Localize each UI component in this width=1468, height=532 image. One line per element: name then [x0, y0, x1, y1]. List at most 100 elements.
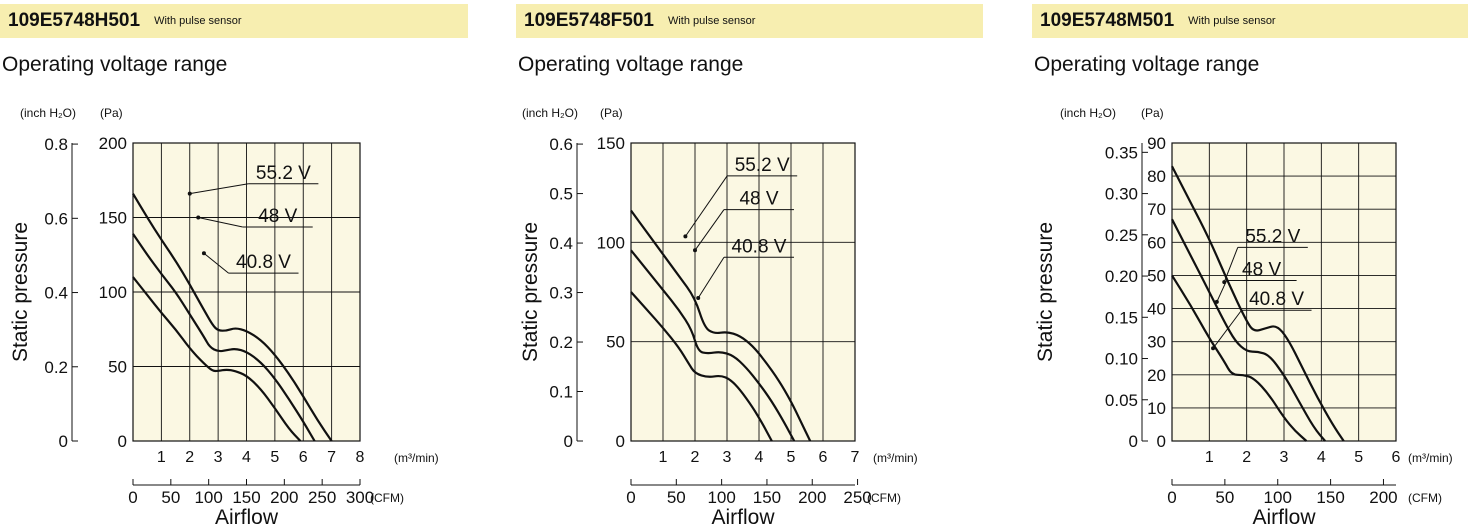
series-label-leader — [1223, 247, 1239, 283]
x-tick-label: 5 — [787, 449, 796, 466]
series-line-552 — [630, 209, 812, 442]
series-label-leader — [694, 209, 725, 251]
performance-chart: 1 2 3 4 5 6 7 8 0 50 100 150 200 0 0.2 0.4 0.6 0.8 0 50 100 1… — [9, 106, 439, 529]
y-tick-label: 150 — [597, 134, 625, 153]
x-tick-label: 2 — [691, 449, 700, 466]
y-tick-label: 10 — [1147, 399, 1166, 418]
y-tick-label: 0 — [118, 432, 127, 451]
secondary-y-tick-label: 0.3 — [549, 284, 573, 303]
series-label-leader — [198, 217, 243, 228]
series-label-pointer — [196, 215, 201, 220]
secondary-x-tick-label: 50 — [667, 488, 686, 507]
secondary-y-tick-label: 0.25 — [1105, 226, 1138, 245]
series-label-pointer — [693, 248, 697, 253]
x-unit-primary: (m³/min) — [394, 451, 439, 465]
series-line-552 — [132, 193, 333, 442]
x-tick-label: 3 — [1280, 449, 1289, 466]
y-axis-label: Static pressure — [9, 222, 32, 362]
x-tick-label: 1 — [157, 449, 166, 466]
series-label: 48 V — [258, 206, 297, 227]
secondary-y-tick-label: 0 — [564, 432, 573, 451]
series-label-pointer — [683, 234, 688, 239]
y-tick-label: 80 — [1147, 167, 1166, 186]
series-label: 40.8 V — [236, 252, 291, 273]
y-tick-label: 50 — [108, 358, 127, 377]
series-label-leader — [684, 175, 728, 237]
series-label: 40.8 V — [732, 236, 787, 257]
section-heading: Operating voltage range — [1034, 53, 1260, 76]
y-unit-secondary: (inch H₂O) — [1060, 106, 1116, 120]
x-tick-label: 4 — [1317, 449, 1326, 466]
secondary-x-tick-label: 50 — [1215, 488, 1234, 507]
secondary-y-tick-label: 0 — [1129, 432, 1138, 451]
secondary-y-tick-label: 0.8 — [44, 135, 68, 154]
section-heading: Operating voltage range — [2, 53, 228, 76]
model-number: 109E5748M501 — [1040, 10, 1175, 31]
series-label-leader — [697, 256, 725, 299]
x-tick-label: 6 — [1392, 449, 1401, 466]
secondary-x-tick-label: 100 — [707, 488, 735, 507]
y-unit-secondary: (inch H₂O) — [20, 106, 76, 120]
y-tick-label: 100 — [99, 283, 127, 302]
x-tick-label: 1 — [1205, 449, 1214, 466]
series-label-leader — [189, 183, 249, 195]
secondary-x-tick-label: 200 — [798, 488, 826, 507]
secondary-y-tick-label: 0.6 — [44, 209, 68, 228]
performance-chart: 1 2 3 4 5 6010203040506070809000.050.100.150.… — [1034, 106, 1453, 529]
y-tick-label: 150 — [99, 209, 127, 228]
x-tick-label: 5 — [270, 449, 279, 466]
y-unit-primary: (Pa) — [600, 106, 623, 120]
x-unit-secondary: (CFM) — [867, 491, 901, 505]
x-tick-label: 6 — [299, 449, 308, 466]
secondary-x-tick-label: 200 — [270, 488, 298, 507]
y-unit-primary: (Pa) — [1141, 106, 1164, 120]
secondary-x-tick-label: 100 — [194, 488, 222, 507]
x-tick-label: 2 — [1242, 449, 1251, 466]
series-label: 48 V — [739, 189, 778, 210]
secondary-y-tick-label: 0.1 — [549, 383, 573, 402]
x-tick-label: 2 — [185, 449, 194, 466]
model-number: 109E5748F501 — [524, 10, 654, 31]
series-line-408 — [630, 291, 773, 442]
series-label-pointer — [201, 251, 206, 256]
series-label-pointer — [1214, 299, 1219, 304]
x-tick-label: 4 — [755, 449, 764, 466]
secondary-y-tick-label: 0.6 — [549, 135, 573, 154]
y-tick-label: 0 — [616, 432, 625, 451]
section-heading: Operating voltage range — [518, 53, 744, 76]
secondary-x-tick-label: 150 — [232, 488, 260, 507]
secondary-y-tick-label: 0.2 — [549, 333, 573, 352]
series-label-pointer — [1211, 346, 1216, 351]
secondary-y-tick-label: 0 — [59, 432, 68, 451]
model-title-bar: 109E5748M501 With pulse sensor — [1032, 4, 1468, 38]
x-tick-label: 7 — [327, 449, 336, 466]
sensor-note: With pulse sensor — [667, 15, 756, 27]
series-label: 40.8 V — [1249, 289, 1304, 310]
performance-chart: 1 2 3 4 5 6 7 0 50 100 150 0 0.1 0.2 0.3 0.4 0.5 0.6 0 50 10… — [519, 106, 918, 529]
secondary-x-tick-label: 200 — [1369, 488, 1397, 507]
y-tick-label: 30 — [1147, 333, 1166, 352]
model-title-bar: 109E5748F501 With pulse sensor — [516, 4, 983, 38]
x-tick-label: 5 — [1354, 449, 1363, 466]
chart-panel-f501: 109E5748F501 With pulse sensor Operating… — [516, 0, 986, 532]
plot-area — [630, 142, 856, 442]
x-tick-label: 6 — [819, 449, 828, 466]
sensor-note: With pulse sensor — [1188, 15, 1276, 27]
y-tick-label: 50 — [1147, 266, 1166, 285]
series-label: 48 V — [1242, 259, 1281, 280]
secondary-x-tick-label: 300 — [346, 488, 374, 507]
x-unit-primary: (m³/min) — [1408, 451, 1453, 465]
y-tick-label: 60 — [1147, 233, 1166, 252]
secondary-x-tick-label: 0 — [626, 488, 635, 507]
series-line-48 — [132, 233, 316, 442]
secondary-y-tick-label: 0.5 — [549, 185, 573, 204]
y-tick-label: 20 — [1147, 366, 1166, 385]
series-label: 55.2 V — [735, 155, 790, 176]
secondary-y-tick-label: 0.10 — [1105, 350, 1138, 369]
model-number: 109E5748H501 — [8, 10, 141, 31]
x-tick-label: 7 — [851, 449, 860, 466]
series-label-pointer — [187, 191, 192, 196]
y-axis-label: Static pressure — [1034, 222, 1057, 362]
y-unit-primary: (Pa) — [100, 106, 123, 120]
series-label: 55.2 V — [256, 163, 311, 184]
